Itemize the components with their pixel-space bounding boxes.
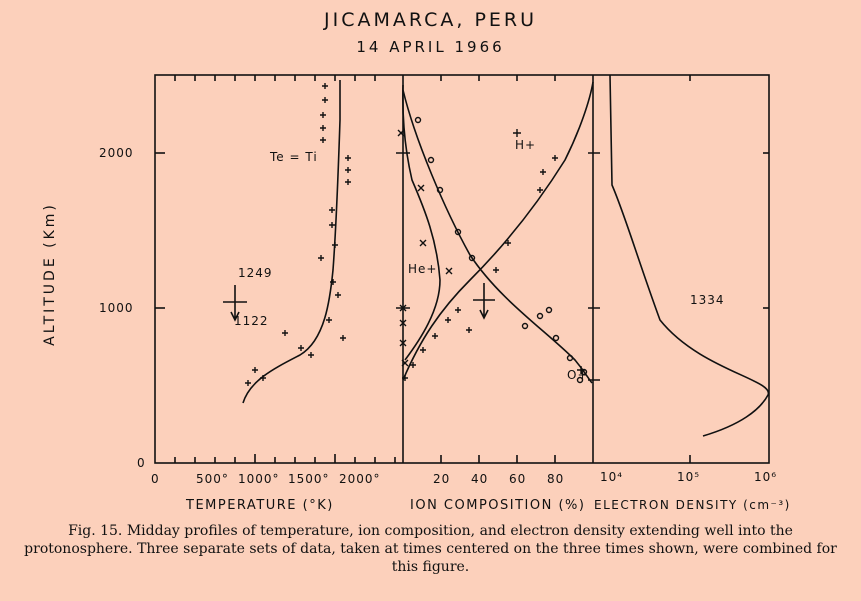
data-points: [245, 83, 588, 386]
temp-tick-500: 500°: [196, 472, 229, 486]
ion-tick-40: 40: [471, 472, 489, 486]
temp-tick-2000: 2000°: [339, 472, 381, 486]
density-tick-1e4: 10⁴: [600, 470, 624, 484]
figure-date: 14 APRIL 1966: [356, 38, 505, 56]
temp-tick-0: 0: [151, 472, 160, 486]
density-tick-1e5: 10⁵: [677, 470, 701, 484]
time-marker-1334: [473, 283, 495, 320]
density-tick-1e6: 10⁶: [754, 470, 778, 484]
temp-tick-1000: 1000°: [238, 472, 280, 486]
electron-density-curve: [609, 74, 770, 437]
temperature-curve: [242, 80, 341, 404]
h-plus-label: H+: [515, 138, 537, 152]
figure-title: JICAMARCA, PERU: [323, 9, 538, 31]
figure-caption: Fig. 15. Midday profiles of temperature,…: [24, 523, 837, 575]
o-plus-label: O+: [567, 368, 589, 382]
time-label-1122: 1122: [234, 314, 269, 328]
y-tick-0: 0: [137, 456, 146, 470]
temp-tick-1500: 1500°: [288, 472, 330, 486]
y-axis-label: ALTITUDE (Km): [42, 202, 58, 346]
ion-tick-80: 80: [547, 472, 565, 486]
h-plus-curve: [402, 81, 594, 381]
o-plus-curve: [402, 89, 593, 384]
electron-density-axis-title: ELECTRON DENSITY (cm⁻³): [594, 498, 791, 512]
y-tick-2000: 2000: [99, 146, 134, 160]
he-plus-label: He+: [408, 262, 438, 276]
time-marker-1122: [223, 285, 247, 322]
te-ti-annotation: Te = Ti: [270, 150, 318, 164]
ion-tick-20: 20: [433, 472, 451, 486]
y-tick-1000: 1000: [99, 301, 134, 315]
plot-frame: [154, 74, 770, 464]
ion-composition-axis-title: ION COMPOSITION (%): [410, 498, 586, 513]
time-label-1249: 1249: [238, 266, 273, 280]
he-plus-curve: [402, 84, 441, 361]
time-label-1334: 1334: [690, 293, 725, 307]
ion-tick-60: 60: [509, 472, 527, 486]
temperature-axis-title: TEMPERATURE (°K): [186, 498, 334, 513]
